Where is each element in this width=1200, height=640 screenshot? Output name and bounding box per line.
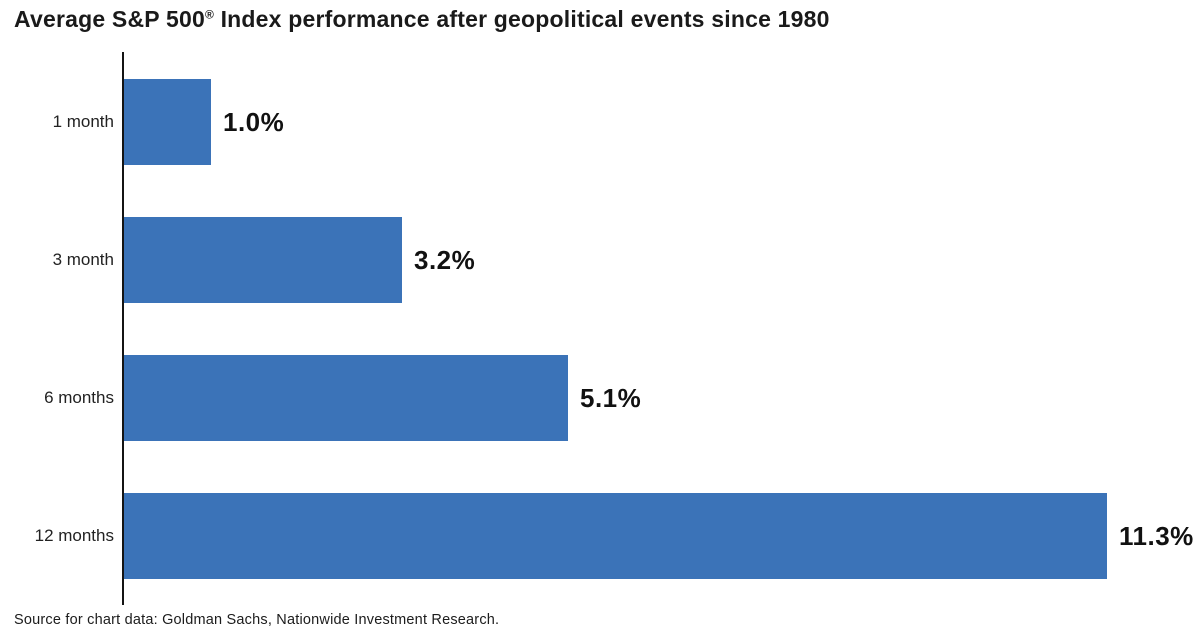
bar-row: 6 months 5.1% (0, 355, 1200, 441)
registered-trademark-symbol: ® (204, 7, 214, 22)
bar (124, 493, 1107, 579)
category-label: 3 month (52, 250, 114, 269)
category-label: 1 month (52, 112, 114, 131)
bar-row: 12 months 11.3% (0, 493, 1200, 579)
value-label: 11.3% (1119, 520, 1194, 551)
value-label: 5.1% (580, 382, 642, 413)
category-label: 12 months (34, 526, 114, 545)
source-note: Source for chart data: Goldman Sachs, Na… (14, 612, 500, 628)
value-label: 1.0% (223, 106, 285, 137)
chart-title-text: Average S&P 500 (14, 6, 205, 32)
chart-title: Average S&P 500® Index performance after… (14, 6, 830, 33)
bar (124, 217, 402, 303)
bar (124, 355, 568, 441)
plot-area: 1 month 1.0% 3 month 3.2% 6 months 5.1% 12 mon… (0, 79, 1200, 579)
bar (124, 79, 211, 165)
value-label: 3.2% (414, 244, 476, 275)
bar-row: 3 month 3.2% (0, 217, 1200, 303)
category-label: 6 months (44, 388, 114, 407)
y-axis-line (122, 52, 124, 605)
bar-row: 1 month 1.0% (0, 79, 1200, 165)
chart-title-text-cont: Index performance after geopolitical eve… (214, 6, 830, 32)
